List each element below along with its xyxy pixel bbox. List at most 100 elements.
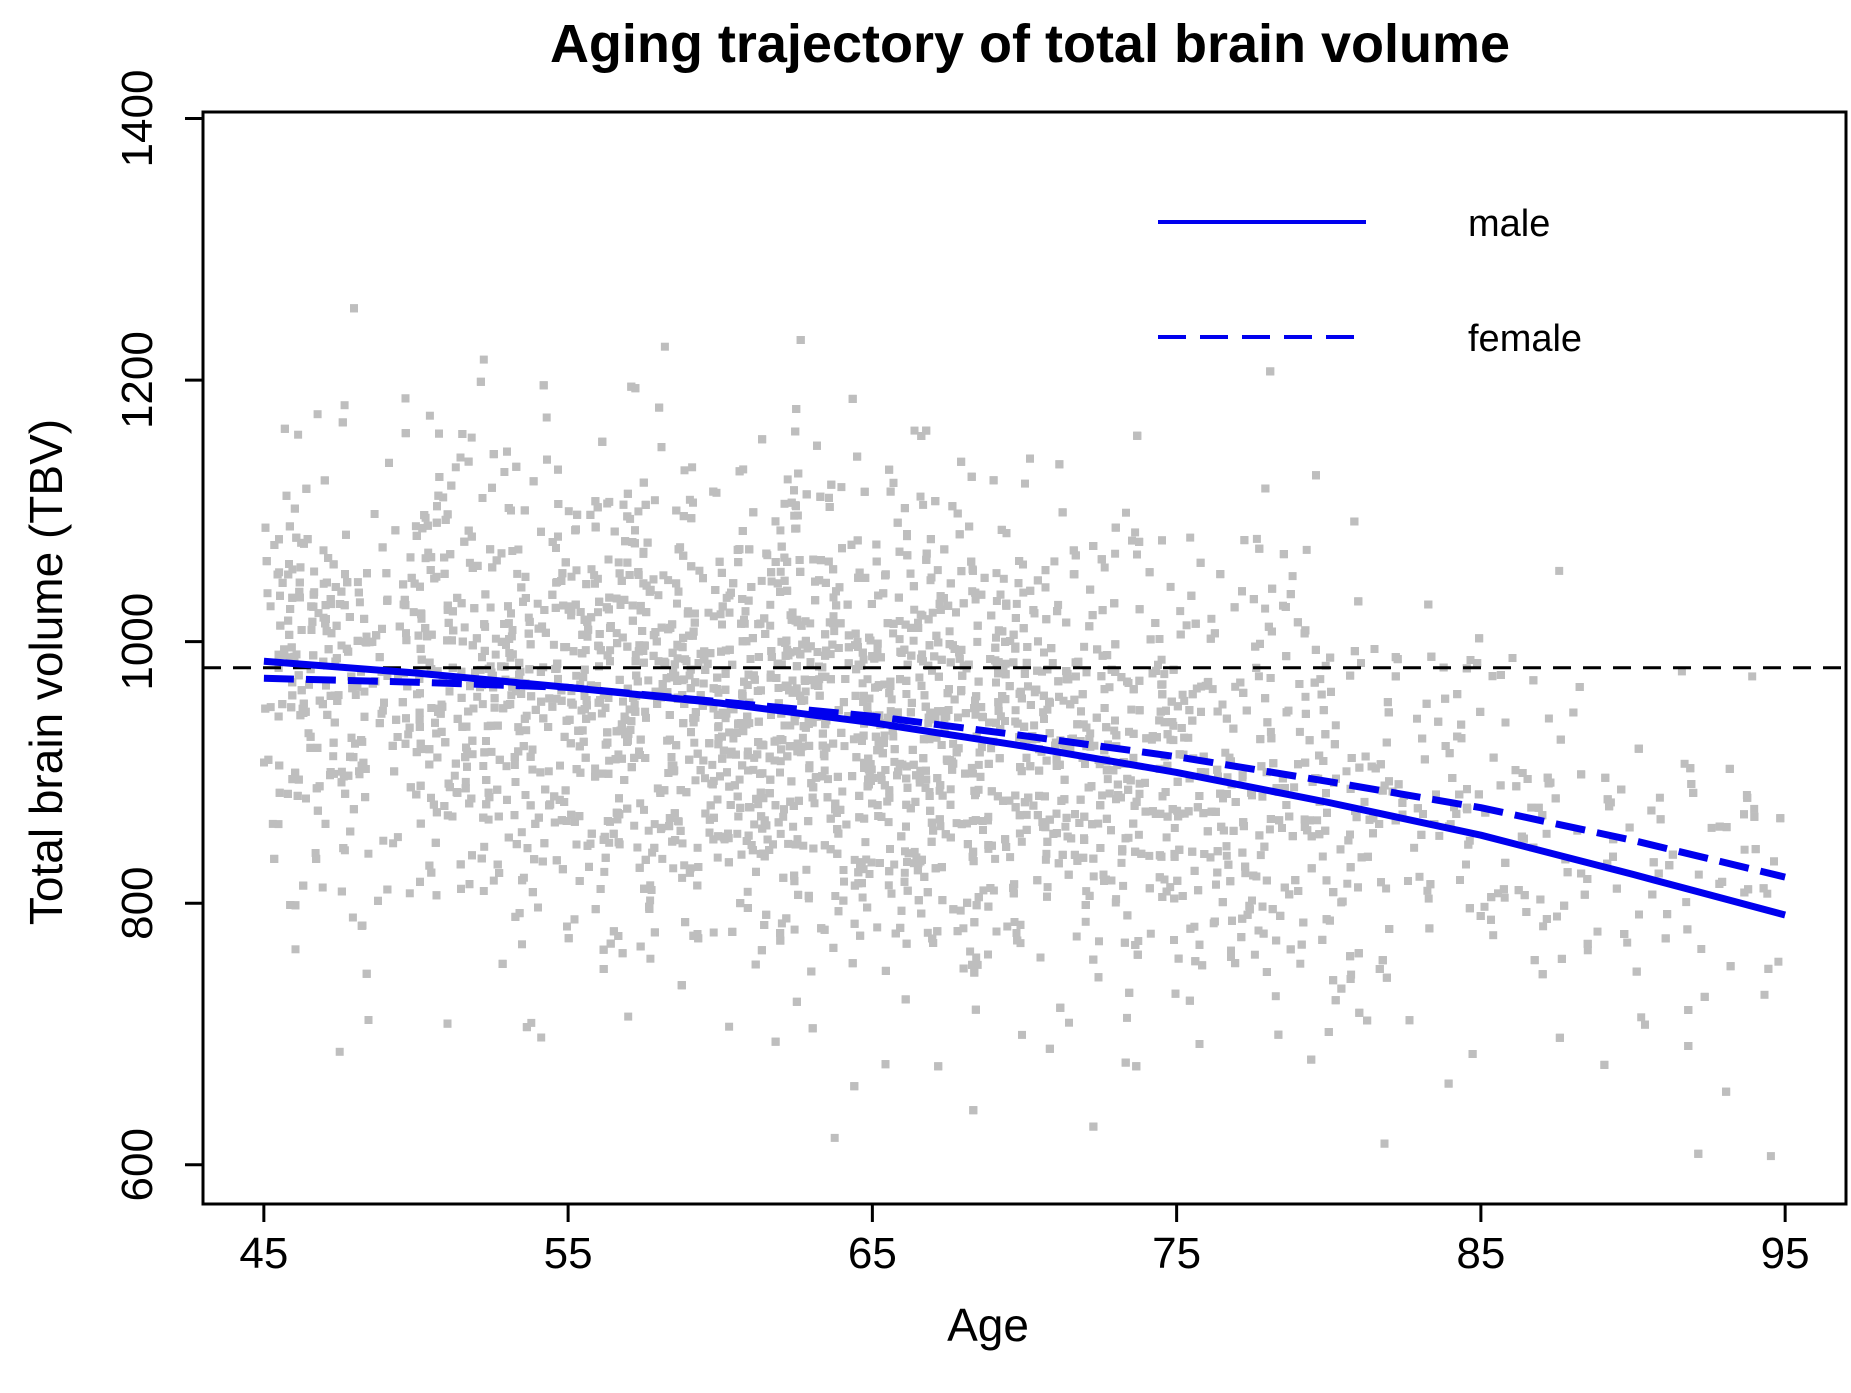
scatter-point xyxy=(853,637,862,646)
scatter-point xyxy=(614,750,623,759)
scatter-point xyxy=(1127,705,1136,714)
scatter-point xyxy=(749,765,758,774)
scatter-point xyxy=(1022,810,1031,819)
scatter-point xyxy=(895,635,904,644)
scatter-point xyxy=(411,522,420,531)
scatter-point xyxy=(1054,600,1063,609)
scatter-point xyxy=(733,829,742,838)
scatter-point xyxy=(1166,582,1175,591)
scatter-point xyxy=(830,627,839,636)
scatter-point xyxy=(865,870,874,878)
scatter-point xyxy=(1197,682,1206,691)
scatter-point xyxy=(708,760,717,769)
scatter-point xyxy=(1278,824,1286,832)
scatter-point xyxy=(1146,929,1155,938)
scatter-point xyxy=(383,672,392,680)
scatter-point xyxy=(725,1022,734,1031)
scatter-point xyxy=(1170,824,1179,832)
scatter-point xyxy=(918,611,927,620)
scatter-point xyxy=(364,1016,373,1024)
scatter-point xyxy=(959,924,968,933)
scatter-point xyxy=(636,601,645,610)
scatter-point xyxy=(650,820,659,829)
scatter-point xyxy=(439,493,448,502)
scatter-point xyxy=(646,896,655,905)
scatter-point xyxy=(1012,599,1021,608)
scatter-point xyxy=(425,411,434,420)
scatter-point xyxy=(992,597,1001,605)
scatter-point xyxy=(1750,804,1759,813)
scatter-point xyxy=(780,499,789,508)
scatter-point xyxy=(591,764,600,773)
scatter-point xyxy=(902,690,911,698)
scatter-point xyxy=(479,887,488,895)
scatter-point xyxy=(1001,659,1010,668)
scatter-point xyxy=(853,733,862,742)
scatter-point xyxy=(767,577,776,586)
scatter-point xyxy=(801,687,810,696)
scatter-point xyxy=(644,676,653,685)
scatter-point xyxy=(880,680,889,689)
scatter-point xyxy=(704,608,713,617)
scatter-point xyxy=(933,566,942,575)
scatter-point xyxy=(996,712,1005,721)
scatter-point xyxy=(1090,741,1099,750)
scatter-point xyxy=(859,865,868,874)
scatter-point xyxy=(274,820,283,829)
scatter-point xyxy=(1134,830,1143,839)
scatter-point xyxy=(873,647,882,656)
scatter-point xyxy=(1316,675,1325,684)
scatter-point xyxy=(518,940,526,949)
scatter-point xyxy=(1042,849,1051,858)
scatter-point xyxy=(932,733,941,742)
scatter-point xyxy=(463,747,472,756)
scatter-point xyxy=(808,718,817,727)
scatter-point xyxy=(576,680,585,689)
scatter-point xyxy=(405,889,414,898)
scatter-point xyxy=(1006,853,1015,862)
scatter-point xyxy=(1207,614,1216,623)
scatter-point xyxy=(1432,790,1440,799)
scatter-point xyxy=(973,960,982,969)
scatter-point xyxy=(912,853,921,862)
scatter-point xyxy=(1145,851,1154,860)
scatter-point xyxy=(754,800,763,809)
scatter-point xyxy=(1424,894,1433,903)
scatter-point xyxy=(294,430,303,439)
scatter-point xyxy=(991,854,1000,863)
scatter-point xyxy=(971,595,980,604)
scatter-point xyxy=(1192,684,1201,693)
scatter-point xyxy=(992,633,1000,642)
scatter-point xyxy=(837,483,846,492)
scatter-point xyxy=(364,849,373,858)
scatter-point xyxy=(1539,922,1548,931)
scatter-point xyxy=(656,825,665,834)
scatter-point xyxy=(318,883,327,892)
scatter-point xyxy=(630,821,639,830)
scatter-point xyxy=(355,598,364,607)
scatter-point xyxy=(1763,889,1772,898)
scatter-point xyxy=(1296,959,1305,968)
scatter-point xyxy=(648,848,657,857)
scatter-point xyxy=(854,643,862,651)
scatter-point xyxy=(895,617,904,625)
scatter-point xyxy=(1261,604,1270,613)
scatter-point xyxy=(1169,736,1178,745)
scatter-point xyxy=(417,614,426,623)
scatter-point xyxy=(1271,992,1280,1001)
scatter-point xyxy=(1201,768,1210,777)
scatter-point xyxy=(840,877,848,886)
scatter-point xyxy=(1157,655,1166,664)
scatter-point xyxy=(1111,898,1120,907)
scatter-point xyxy=(806,619,815,628)
scatter-point xyxy=(776,768,784,777)
scatter-point xyxy=(701,774,709,783)
scatter-point xyxy=(1221,748,1230,757)
scatter-point xyxy=(418,745,426,754)
scatter-point xyxy=(1697,945,1706,953)
scatter-point xyxy=(1050,557,1059,566)
scatter-point xyxy=(476,665,485,674)
scatter-point xyxy=(634,507,643,516)
scatter-point xyxy=(792,684,801,693)
scatter-point xyxy=(885,787,894,796)
